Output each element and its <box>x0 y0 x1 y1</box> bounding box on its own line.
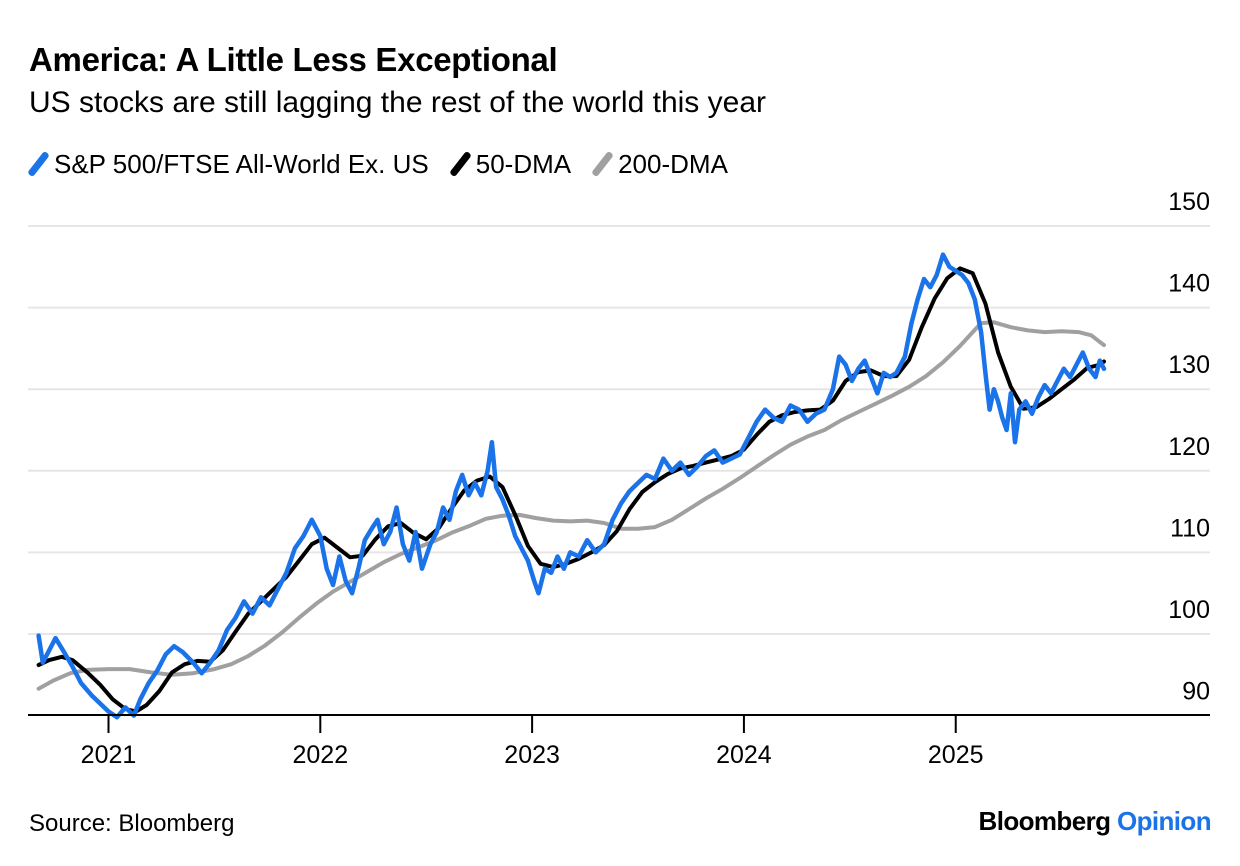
series-line-dma200 <box>36 320 1106 691</box>
legend-label-ratio: S&P 500/FTSE All-World Ex. US <box>54 148 429 179</box>
y-tick-label: 150 <box>1168 188 1210 216</box>
source-note: Source: Bloomberg <box>29 810 235 837</box>
series-line-ratio <box>36 252 1107 720</box>
x-tick-label: 2025 <box>928 741 984 769</box>
y-axis-labels: 90 100 110 120 130 140 150 <box>1168 188 1210 706</box>
gridlines <box>28 225 1210 635</box>
legend-item-dma200: 200-DMA <box>591 148 728 180</box>
x-axis: 2021 2022 2023 2024 2025 <box>28 714 1210 769</box>
legend-item-dma50: 50-DMA <box>448 148 572 180</box>
y-tick-label: 90 <box>1182 678 1210 706</box>
brand-accent: Opinion <box>1117 806 1212 836</box>
bloomberg-opinion-logo: Bloomberg Opinion <box>978 806 1212 837</box>
chart-legend: S&P 500/FTSE All-World Ex. US 50-DMA 200… <box>27 146 750 182</box>
y-tick-label: 140 <box>1168 270 1210 298</box>
brand-name: Bloomberg <box>978 806 1111 836</box>
x-tick-label: 2024 <box>716 741 772 769</box>
y-tick-label: 100 <box>1168 596 1210 624</box>
y-tick-label: 120 <box>1168 433 1210 461</box>
y-tick-label: 110 <box>1170 514 1210 542</box>
legend-label-dma200: 200-DMA <box>618 148 728 179</box>
legend-item-ratio: S&P 500/FTSE All-World Ex. US <box>27 148 429 180</box>
y-tick-label: 130 <box>1168 351 1210 379</box>
x-tick-label: 2022 <box>292 741 348 769</box>
page-subtitle: US stocks are still lagging the rest of … <box>29 86 766 119</box>
x-tick-label: 2021 <box>81 741 137 769</box>
legend-label-dma50: 50-DMA <box>475 148 572 179</box>
x-tick-label: 2023 <box>504 741 560 769</box>
page-title: America: A Little Less Exceptional <box>29 41 558 78</box>
series-line-dma50 <box>36 266 1106 714</box>
series-lines <box>36 252 1107 720</box>
